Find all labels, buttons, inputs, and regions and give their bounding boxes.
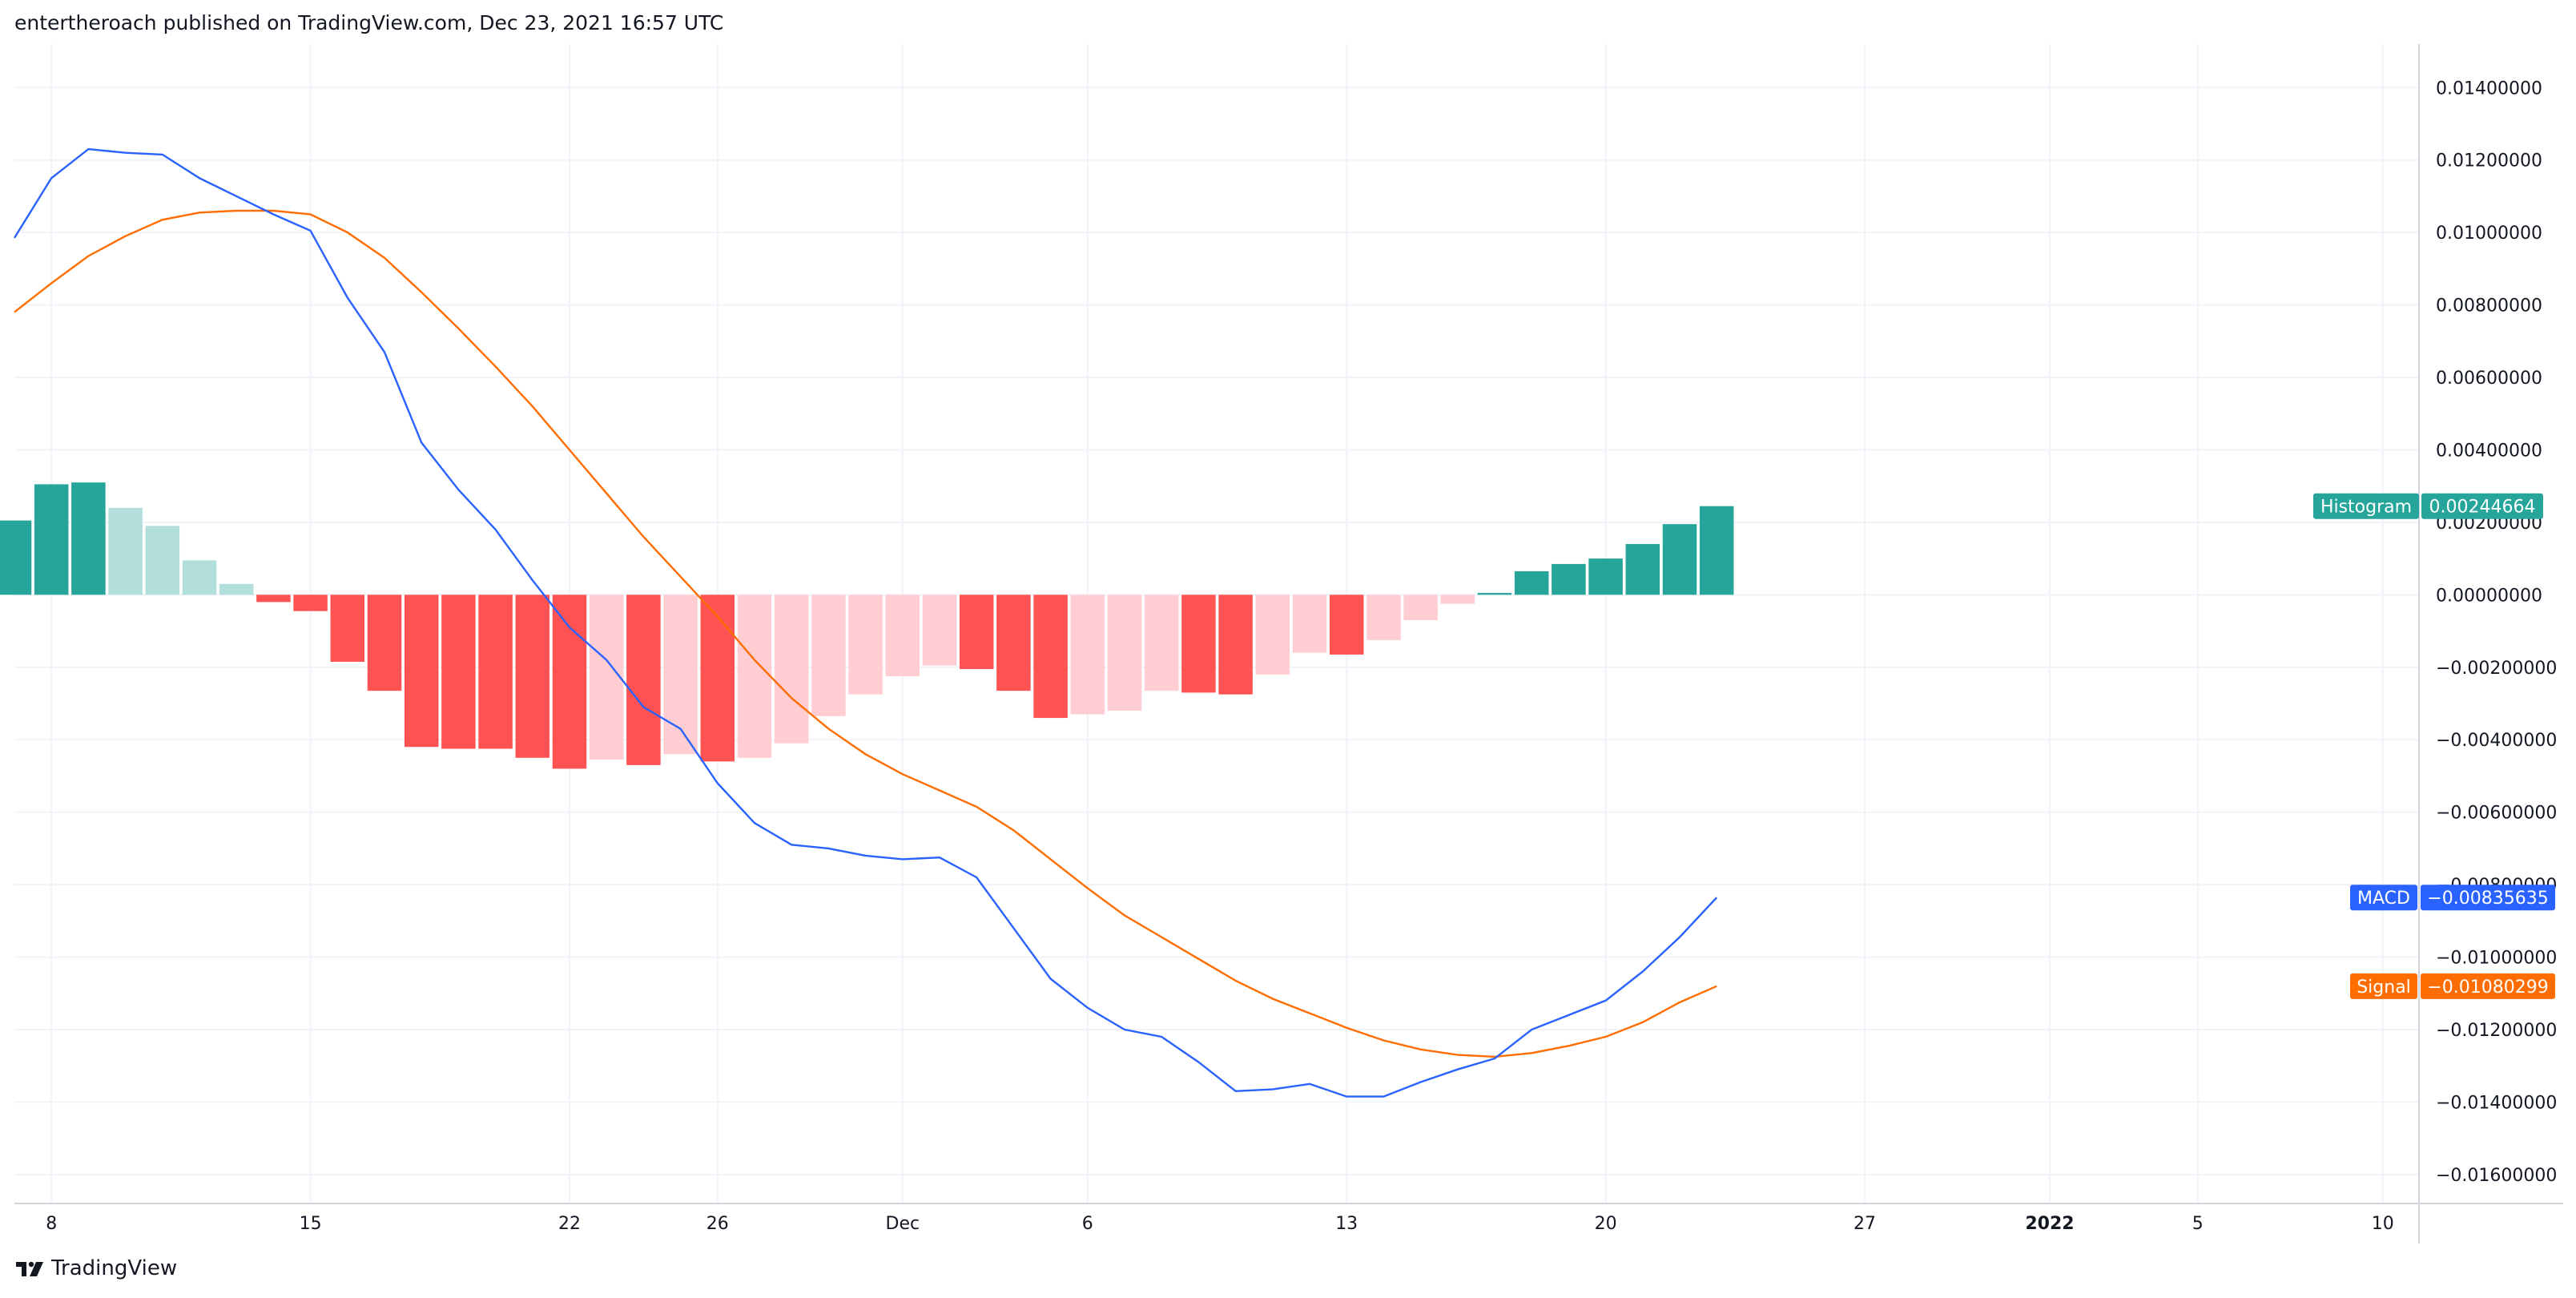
histogram-bar [1366, 595, 1401, 640]
x-tick-label: 27 [1854, 1214, 1876, 1234]
histogram-bar [626, 595, 661, 765]
histogram-bar [145, 526, 180, 595]
y-tick-label: −0.01600000 [2436, 1166, 2557, 1186]
price-axis[interactable]: 0.01400000 0.01200000 0.01000000 0.00800000… [2436, 79, 2557, 1186]
histogram-bar [737, 595, 772, 758]
histogram-bar [1144, 595, 1179, 691]
y-tick-label: 0.00400000 [2436, 441, 2542, 461]
histogram-bar [1033, 595, 1068, 719]
x-tick-label: 15 [300, 1214, 322, 1234]
histogram-bar [182, 560, 217, 595]
x-tick-label: 26 [706, 1214, 729, 1234]
histogram-bar [959, 595, 994, 670]
histogram-bar [330, 595, 365, 662]
last-value-tags: Histogram 0.00244664 MACD −0.00835635 Signal… [2313, 493, 2555, 999]
histogram-bar [1403, 595, 1438, 620]
histogram-bar [848, 595, 883, 695]
histogram-bar [1107, 595, 1142, 711]
x-tick-label: 2022 [2025, 1214, 2074, 1234]
x-tick-label: 5 [2192, 1214, 2204, 1234]
tag-value: 0.00244664 [2429, 498, 2536, 518]
histogram-bar [885, 595, 920, 677]
histogram-bar [219, 583, 254, 595]
y-tick-label: 0.00800000 [2436, 296, 2542, 316]
tag-label: MACD [2357, 889, 2410, 909]
y-tick-label: 0.00000000 [2436, 586, 2542, 606]
x-tick-label: 10 [2372, 1214, 2394, 1234]
x-tick-label: 20 [1595, 1214, 1617, 1234]
histogram-bar [34, 484, 69, 595]
histogram-bar [515, 595, 550, 758]
tag-value: −0.00835635 [2427, 889, 2548, 909]
tag-value: −0.01080299 [2427, 978, 2548, 998]
histogram-bar [1292, 595, 1327, 653]
y-tick-label: −0.00200000 [2436, 659, 2557, 679]
x-tick-label: 6 [1082, 1214, 1093, 1234]
histogram-bar [663, 595, 698, 755]
y-tick-label: −0.00400000 [2436, 731, 2557, 751]
tag-label: Signal [2357, 978, 2411, 998]
histogram-series [0, 482, 1734, 769]
histogram-bar [1662, 524, 1697, 595]
histogram-bar [1552, 563, 1586, 595]
y-tick-label: 0.00600000 [2436, 369, 2542, 389]
y-tick-label: −0.01400000 [2436, 1093, 2557, 1113]
x-tick-label: 8 [46, 1214, 57, 1234]
value-tag-macd: MACD −0.00835635 [2350, 885, 2555, 911]
histogram-bar [1588, 558, 1623, 595]
histogram-bar [478, 595, 513, 749]
histogram-bar [108, 507, 143, 595]
histogram-bar [367, 595, 402, 691]
histogram-bar [0, 520, 32, 595]
y-tick-label: −0.01200000 [2436, 1021, 2557, 1041]
x-tick-label: 13 [1335, 1214, 1358, 1234]
x-tick-label: Dec [886, 1214, 920, 1234]
histogram-bar [71, 482, 106, 595]
tradingview-logo-icon [16, 1261, 43, 1276]
brand-name: TradingView [51, 1256, 178, 1280]
y-tick-label: 0.01000000 [2436, 224, 2542, 244]
histogram-bar [811, 595, 846, 716]
value-tag-signal: Signal −0.01080299 [2350, 973, 2555, 999]
histogram-bar [589, 595, 624, 760]
y-tick-label: −0.00600000 [2436, 804, 2557, 824]
macd-line [13, 147, 1718, 1098]
y-tick-label: 0.01200000 [2436, 151, 2542, 171]
value-tag-histogram: Histogram 0.00244664 [2313, 493, 2543, 519]
histogram-bar [1070, 595, 1105, 715]
histogram-bar [700, 595, 735, 762]
histogram-bar [256, 595, 291, 603]
histogram-bar [293, 595, 328, 611]
histogram-bar [1329, 595, 1364, 655]
histogram-bar [552, 595, 587, 769]
x-tick-label: 22 [558, 1214, 581, 1234]
chart-publish-header: entertheroach published on TradingView.c… [14, 11, 724, 34]
histogram-bar [774, 595, 809, 744]
histogram-bar [996, 595, 1031, 691]
histogram-bar [1181, 595, 1216, 693]
y-tick-label: 0.01400000 [2436, 79, 2542, 99]
tag-label: Histogram [2320, 498, 2412, 518]
histogram-bar [1255, 595, 1290, 675]
histogram-bar [922, 595, 957, 666]
histogram-bar [1440, 595, 1475, 604]
histogram-bar [1477, 593, 1512, 595]
y-tick-label: −0.01000000 [2436, 949, 2557, 969]
signal-line [14, 209, 1717, 1058]
histogram-bar [1218, 595, 1253, 695]
histogram-bar [1625, 544, 1660, 595]
histogram-bar [1514, 570, 1549, 595]
histogram-bar [404, 595, 439, 748]
tradingview-brand[interactable]: TradingView [16, 1256, 177, 1280]
histogram-bar [441, 595, 476, 749]
histogram-bar [1699, 506, 1734, 595]
time-axis[interactable]: 8 15 22 26 Dec 6 13 20 27 2022 5 10 [46, 1214, 2394, 1234]
